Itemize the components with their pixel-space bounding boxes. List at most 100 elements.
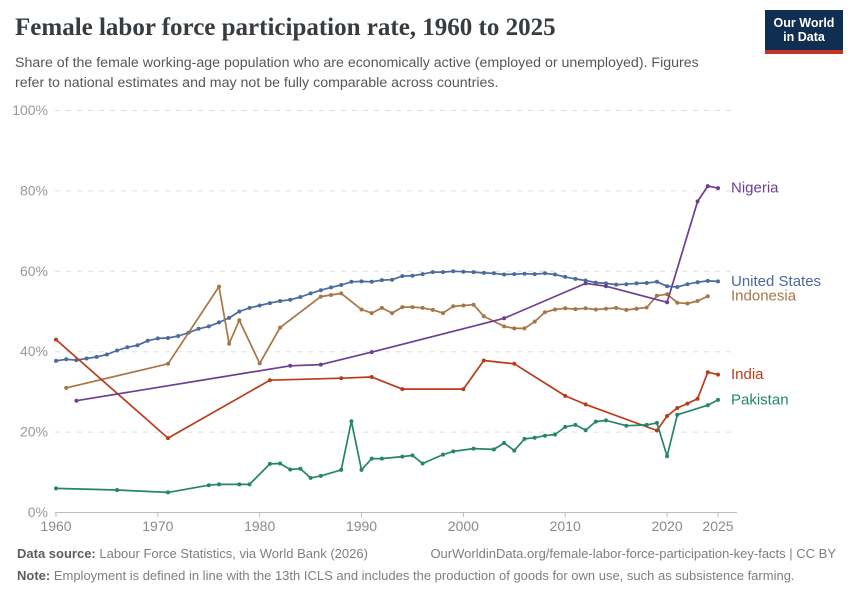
series-point-united-states-1971 (166, 336, 170, 340)
series-point-pakistan-1990 (359, 467, 364, 472)
series-label-pakistan: Pakistan (731, 391, 789, 408)
series-point-united-states-1970 (155, 336, 160, 341)
series-point-indonesia-1991 (369, 311, 374, 316)
series-point-indonesia-2018 (644, 305, 649, 310)
series-point-nigeria-2014 (604, 284, 608, 289)
series-point-pakistan-2003 (491, 447, 496, 452)
series-point-indonesia-2019 (654, 293, 659, 298)
series-point-united-states-1999 (451, 269, 456, 274)
series-point-united-states-1992 (379, 278, 384, 283)
series-point-pakistan-1985 (308, 475, 313, 480)
series-point-united-states-1986 (318, 288, 323, 293)
x-tick-label-1980: 1980 (244, 518, 275, 534)
series-point-india-2002 (481, 358, 486, 363)
series-point-indonesia-2004 (502, 324, 507, 329)
series-point-united-states-2017 (634, 281, 639, 286)
series-point-indonesia-2001 (471, 302, 476, 307)
series-point-indonesia-1995 (410, 305, 415, 310)
series-point-united-states-1975 (206, 324, 211, 329)
series-point-united-states-1976 (217, 320, 221, 325)
series-point-india-2021 (675, 406, 680, 410)
series-point-united-states-1988 (339, 283, 344, 287)
series-point-nigeria-1991 (369, 350, 374, 355)
series-point-united-states-1961 (64, 357, 69, 362)
series-point-united-states-1990 (359, 279, 364, 284)
x-tick-label-2000: 2000 (448, 518, 479, 534)
series-point-nigeria-2004 (502, 316, 507, 321)
series-point-united-states-1966 (115, 348, 120, 353)
series-point-united-states-2002 (481, 270, 486, 275)
series-point-india-2019 (654, 428, 659, 433)
series-point-nigeria-2025 (716, 186, 720, 191)
data-source-text: Data source: Labour Force Statistics, vi… (17, 546, 368, 561)
series-line-pakistan (55, 399, 719, 494)
series-point-united-states-2025 (716, 279, 720, 284)
series-point-indonesia-1977 (227, 341, 232, 346)
data-source-value: Labour Force Statistics, via World Bank … (95, 546, 368, 561)
series-point-united-states-2007 (532, 272, 537, 277)
series-point-indonesia-2016 (624, 307, 629, 312)
series-point-pakistan-2016 (624, 423, 629, 428)
series-point-pakistan-1979 (247, 482, 252, 487)
series-point-indonesia-1988 (339, 291, 344, 296)
series-point-india-1988 (339, 376, 344, 381)
series-point-indonesia-1971 (166, 361, 170, 366)
series-point-pakistan-1975 (206, 483, 211, 488)
series-point-india-2023 (695, 396, 700, 401)
y-tick-label-100: 100% (12, 102, 48, 118)
series-point-indonesia-2015 (614, 305, 619, 310)
series-point-united-states-2010 (563, 274, 568, 279)
series-point-united-states-2005 (512, 272, 517, 277)
y-tick-label-80: 80% (20, 182, 48, 198)
series-point-united-states-2023 (695, 280, 700, 285)
series-point-indonesia-2000 (461, 303, 466, 308)
series-point-indonesia-2023 (695, 299, 700, 303)
series-point-indonesia-2005 (512, 326, 517, 331)
series-point-pakistan-2014 (604, 418, 608, 423)
series-point-pakistan-1986 (318, 473, 323, 478)
series-point-united-states-2016 (624, 282, 629, 287)
y-tick-label-20: 20% (20, 424, 48, 440)
series-point-nigeria-2020 (665, 300, 670, 305)
series-point-united-states-2014 (604, 281, 608, 286)
data-source-label: Data source: (17, 546, 96, 561)
series-point-indonesia-1999 (451, 304, 456, 309)
series-point-united-states-2024 (705, 278, 710, 283)
x-tick-label-2020: 2020 (651, 518, 682, 534)
series-point-united-states-1972 (176, 334, 181, 338)
series-point-united-states-1963 (84, 356, 89, 361)
series-point-pakistan-1991 (369, 456, 374, 461)
series-point-indonesia-1986 (318, 294, 323, 299)
series-point-indonesia-2013 (593, 307, 598, 312)
series-point-india-1960 (54, 337, 58, 342)
series-point-pakistan-2006 (522, 436, 527, 441)
series-point-pakistan-1984 (298, 466, 303, 471)
note-text: Employment is defined in line with the 1… (50, 568, 795, 583)
owid-link: OurWorldinData.org/female-labor-force-pa… (430, 546, 836, 561)
series-point-nigeria-2023 (695, 199, 700, 204)
series-point-united-states-1968 (135, 343, 140, 348)
series-label-india: India (731, 366, 764, 383)
series-point-united-states-2018 (644, 281, 649, 285)
series-point-nigeria-2012 (583, 281, 588, 286)
series-point-pakistan-2010 (563, 424, 568, 429)
series-point-india-1994 (400, 387, 405, 392)
series-point-pakistan-2008 (542, 433, 547, 438)
series-point-united-states-1965 (104, 352, 109, 357)
series-point-pakistan-2005 (512, 448, 517, 453)
x-tick-label-2025: 2025 (702, 518, 733, 534)
series-point-united-states-1960 (54, 358, 58, 363)
series-point-united-states-1994 (400, 274, 405, 279)
series-point-indonesia-1980 (257, 361, 262, 366)
series-point-indonesia-2006 (522, 326, 527, 331)
series-point-united-states-2008 (542, 271, 547, 276)
series-point-pakistan-1982 (278, 461, 283, 466)
series-point-nigeria-1986 (318, 362, 323, 367)
series-point-india-2020 (665, 414, 670, 418)
series-point-pakistan-2011 (573, 422, 578, 427)
series-point-india-1991 (369, 375, 374, 379)
series-point-indonesia-1976 (217, 284, 221, 289)
series-point-pakistan-1971 (166, 490, 170, 495)
